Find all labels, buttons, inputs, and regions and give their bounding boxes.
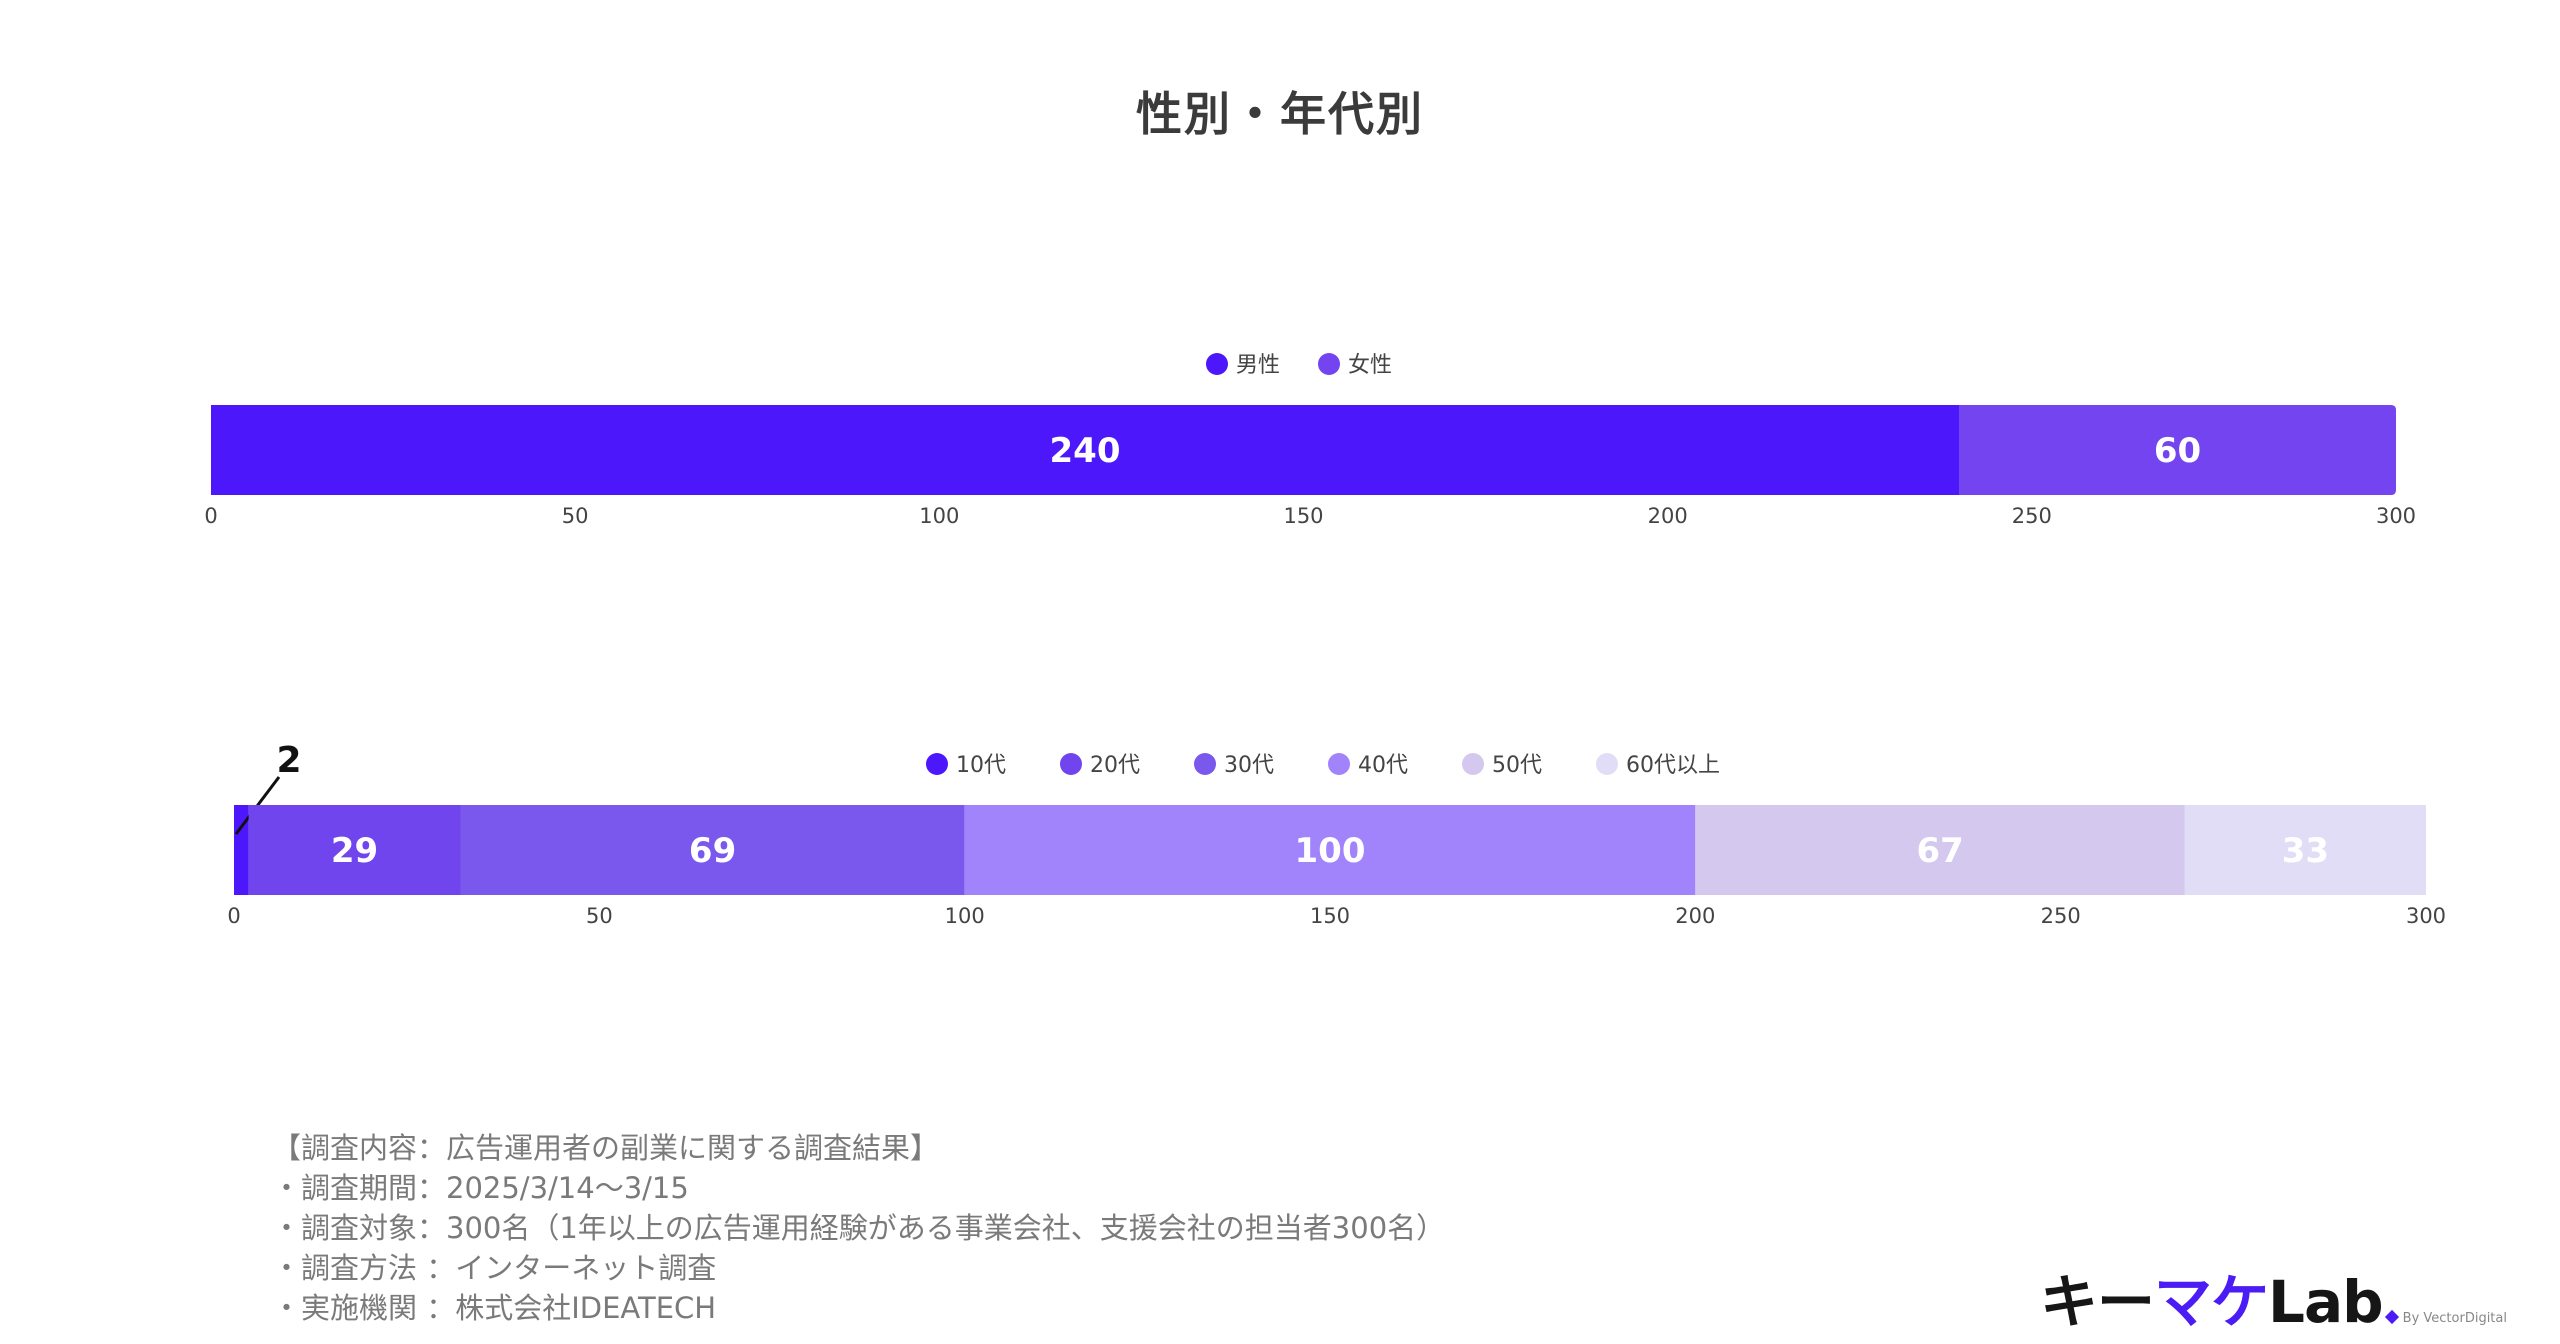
tick-label: 0 [227,904,240,928]
data-label: 29 [331,831,378,871]
data-label: 69 [689,831,736,871]
legend-label: 40代 [1358,753,1408,778]
tick-label: 300 [2376,504,2416,528]
legend-label: 10代 [956,753,1006,778]
note-line: ・実施機関 ：株式会社IDEATECH [272,1291,717,1325]
legend-swatch [1206,353,1228,375]
data-label: 2 [276,740,301,781]
legend-label: 50代 [1492,753,1542,778]
logo-byline: By VectorDigital [2402,1311,2507,1326]
data-label: 60 [2154,431,2201,471]
data-label: 67 [1916,831,1963,871]
legend-label: 20代 [1090,753,1140,778]
logo-part1: キー [2040,1268,2155,1336]
tick-label: 0 [204,504,217,528]
logo-dot [2384,1309,2399,1325]
data-label: 33 [2282,831,2329,871]
tick-label: 250 [2041,904,2081,928]
logo-part3: Lab [2268,1268,2384,1336]
bar-segment [460,805,965,895]
bar-segment [1959,405,2396,495]
data-label: 240 [1050,431,1121,471]
page-title: 性別・年代別 [1136,87,1424,141]
note-line: 【調査内容：広告運用者の副業に関する調査結果】 [272,1131,940,1165]
tick-label: 200 [1675,904,1715,928]
legend-swatch [1060,753,1082,775]
bars: 240 60 [211,405,2396,495]
note-line: ・調査期間：2025/3/14〜3/15 [272,1171,689,1205]
bars: 2 29 69 100 67 33 [234,740,2426,895]
bar-segment [2184,805,2426,895]
legend-swatch [1328,753,1350,775]
tick-label: 50 [586,904,613,928]
tick-label: 50 [562,504,589,528]
gender-chart: 男性 女性 240 60 0 50 100 150 200 250 300 [204,353,2416,528]
tick-label: 250 [2012,504,2052,528]
legend-swatch [1194,753,1216,775]
tick-label: 100 [945,904,985,928]
tick-label: 200 [1648,504,1688,528]
x-axis: 0 50 100 150 200 250 300 [227,904,2446,928]
legend-swatch [1318,353,1340,375]
tick-label: 300 [2406,904,2446,928]
bar-segment [234,805,249,895]
legend-swatch [1596,753,1618,775]
legend: 男性 女性 [1206,353,1392,378]
bar-segment [1695,805,2185,895]
bar-segment [211,405,1959,495]
tick-label: 150 [1283,504,1323,528]
bar-segment [964,805,1696,895]
legend-label: 男性 [1236,353,1280,378]
survey-notes: 【調査内容：広告運用者の副業に関する調査結果】 ・調査期間：2025/3/14〜… [272,1128,1445,1328]
note-line: ・調査対象：300名（1年以上の広告運用経験がある事業会社、支援会社の担当者30… [272,1211,1446,1245]
legend-label: 60代以上 [1626,753,1720,778]
legend-swatch [926,753,948,775]
legend-label: 30代 [1224,753,1274,778]
brand-logo: キーマケLab By VectorDigital [2040,1255,2540,1336]
bar-segment [248,805,461,895]
x-axis: 0 50 100 150 200 250 300 [204,504,2416,528]
tick-label: 100 [919,504,959,528]
data-label: 100 [1295,831,1366,871]
legend-swatch [1462,753,1484,775]
age-chart: 10代 20代 30代 40代 50代 60代以上 2 29 69 100 67 33 0 50 100 15… [227,740,2446,928]
tick-label: 150 [1310,904,1350,928]
logo-part2: マケ [2154,1268,2269,1336]
legend-label: 女性 [1348,353,1392,378]
note-line: ・調査方法 ：インターネット調査 [272,1251,717,1285]
legend: 10代 20代 30代 40代 50代 60代以上 [926,753,1720,778]
